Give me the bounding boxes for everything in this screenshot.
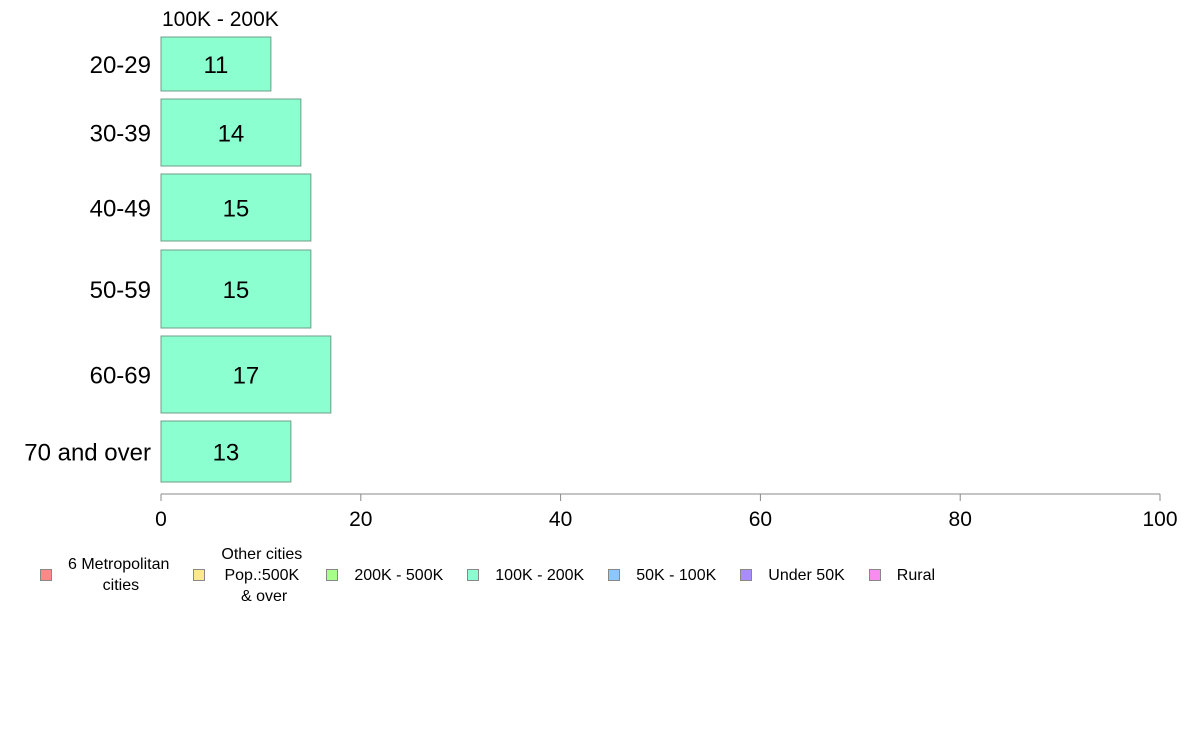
legend-label: Rural — [896, 566, 936, 584]
bar-20-29 — [160, 36, 272, 92]
x-tick-label: 80 — [949, 508, 972, 531]
legend-swatch — [868, 569, 881, 581]
legend-item: Rural — [868, 565, 936, 586]
bar-50-59 — [160, 249, 312, 329]
legend-label: 50K - 100K — [636, 566, 717, 584]
data-label: 11 — [203, 52, 228, 79]
bar-40-49 — [160, 173, 312, 242]
legend-item: 50K - 100K — [608, 565, 716, 586]
x-tick-label: 100 — [1142, 508, 1177, 531]
bar-60-69 — [160, 335, 332, 414]
x-tick-label: 60 — [749, 508, 772, 531]
data-label: 13 — [213, 440, 240, 467]
category-label: 40-49 — [90, 196, 151, 223]
category-label: 70 and over — [24, 440, 151, 467]
legend-item: Under 50K — [740, 565, 845, 586]
panel-title: 100K - 200K — [162, 8, 279, 31]
legend-swatch — [193, 569, 206, 581]
legend-swatch — [326, 569, 339, 581]
data-label: 14 — [218, 121, 245, 148]
x-axis: 0 20 40 60 80 100 — [155, 493, 1178, 531]
legend-label: 100K - 200K — [495, 566, 585, 584]
legend-label: Other cities Pop.:500K & over — [221, 545, 303, 605]
legend-label: 200K - 500K — [354, 566, 444, 584]
legend-item: 100K - 200K — [467, 565, 584, 586]
legend-label: Under 50K — [768, 566, 845, 584]
legend-swatch — [608, 569, 621, 581]
data-label: 15 — [223, 277, 250, 304]
legend-swatch — [40, 569, 52, 581]
legend-item: 200K - 500K — [326, 565, 443, 586]
x-tick-label: 0 — [155, 508, 167, 531]
legend-label: 6 Metropolitan cities — [68, 556, 170, 594]
data-label: 15 — [223, 196, 250, 223]
legend: 6 Metropolitan cities Other cities Pop.:5… — [40, 540, 959, 610]
bar-70-and-over — [160, 420, 292, 483]
category-label: 30-39 — [90, 121, 151, 148]
x-tick-label: 40 — [549, 508, 572, 531]
data-label: 17 — [233, 363, 260, 390]
bars-group: 11 20-29 14 30-39 15 40-49 15 50-59 17 60-69 13 70 … — [24, 36, 332, 483]
category-label: 20-29 — [90, 52, 151, 79]
legend-swatch — [467, 569, 480, 581]
legend-item: Other cities Pop.:500K & over — [193, 544, 302, 607]
x-tick-label: 20 — [349, 508, 372, 531]
legend-item: 6 Metropolitan cities — [40, 554, 169, 596]
category-label: 60-69 — [90, 363, 151, 390]
category-label: 50-59 — [90, 277, 151, 304]
legend-swatch — [740, 569, 753, 581]
bar-30-39 — [160, 98, 302, 167]
